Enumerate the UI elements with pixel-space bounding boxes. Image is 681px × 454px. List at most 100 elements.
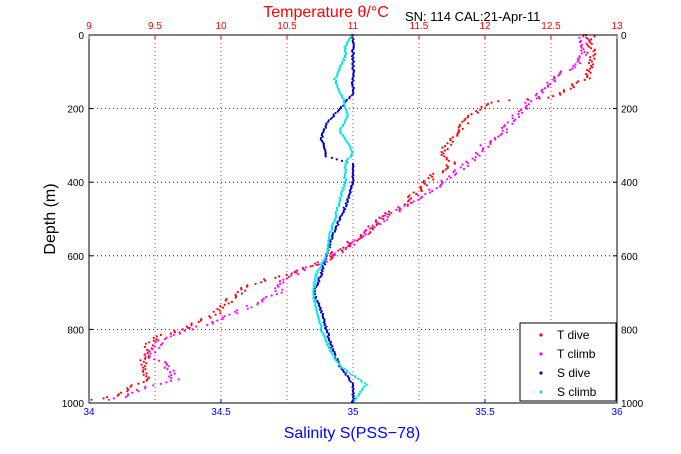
data-point-s-climb <box>343 166 346 170</box>
data-point-s-climb <box>312 300 316 303</box>
data-point-t-climb <box>398 207 401 210</box>
data-point-t-climb <box>386 213 389 216</box>
data-point-s-climb <box>344 44 347 48</box>
data-point-t-dive <box>444 145 447 148</box>
data-point-s-dive <box>347 196 350 199</box>
data-point-t-climb <box>441 182 444 185</box>
data-point-t-climb <box>188 326 191 329</box>
data-point-t-dive <box>285 273 288 276</box>
data-point-s-climb <box>322 260 325 263</box>
data-point-t-climb <box>364 233 367 236</box>
data-point-t-dive <box>484 107 487 110</box>
x-tick-label-top: 9 <box>86 21 92 32</box>
data-point-s-climb <box>354 397 357 400</box>
data-point-s-climb <box>366 383 369 386</box>
data-point-t-dive <box>562 90 566 93</box>
data-point-s-dive <box>341 213 344 216</box>
data-point-t-climb <box>410 201 413 204</box>
data-point-t-dive <box>592 50 595 53</box>
data-point-t-climb <box>518 115 521 118</box>
data-point-t-dive <box>569 87 572 90</box>
data-point-t-dive <box>142 366 145 369</box>
data-point-t-climb <box>362 234 365 237</box>
data-point-t-dive <box>593 48 597 51</box>
data-point-t-dive <box>408 194 411 197</box>
data-point-t-climb <box>223 315 226 318</box>
data-point-t-dive <box>244 289 247 292</box>
data-point-t-dive <box>461 120 464 123</box>
data-point-s-climb <box>313 285 317 288</box>
data-point-t-climb <box>578 41 582 44</box>
data-point-t-dive <box>152 336 155 339</box>
data-point-s-dive <box>321 270 324 273</box>
data-point-t-climb <box>512 119 515 123</box>
data-point-t-climb <box>275 293 278 296</box>
data-point-t-climb <box>169 379 172 382</box>
bottom-axis-title: Salinity S(PSS−78) <box>284 425 421 442</box>
data-point-t-dive <box>450 143 453 146</box>
data-point-s-dive <box>329 117 332 120</box>
y-tick-label-right: 0 <box>621 31 627 42</box>
data-point-t-climb <box>285 277 288 280</box>
data-point-t-climb <box>578 62 582 65</box>
data-point-t-climb <box>158 346 161 349</box>
data-point-t-climb <box>363 231 366 235</box>
data-point-s-climb <box>339 66 342 69</box>
data-point-s-dive <box>352 179 355 182</box>
data-point-t-climb <box>161 342 164 345</box>
data-point-t-climb <box>494 138 497 141</box>
data-point-t-climb <box>501 129 504 132</box>
data-point-t-dive <box>339 248 342 251</box>
data-point-t-climb <box>406 203 409 206</box>
data-point-t-dive <box>440 150 443 154</box>
data-point-t-dive <box>234 296 237 299</box>
data-point-t-climb <box>126 394 129 397</box>
data-point-s-climb <box>345 112 348 115</box>
data-point-t-climb <box>107 398 111 401</box>
data-point-t-climb <box>157 339 160 342</box>
data-point-t-dive <box>508 99 511 102</box>
data-point-t-dive <box>470 113 473 116</box>
data-point-s-dive <box>331 349 334 352</box>
data-point-t-climb <box>172 333 175 336</box>
data-point-t-dive <box>594 53 597 56</box>
data-point-t-dive <box>375 223 378 226</box>
legend: T dive T climb S dive S climb <box>519 322 617 402</box>
data-point-t-climb <box>534 94 537 97</box>
data-point-t-climb <box>173 372 176 375</box>
data-point-t-climb <box>546 85 550 88</box>
data-point-t-climb <box>206 323 209 327</box>
data-point-t-dive <box>174 331 177 334</box>
data-point-s-climb <box>327 346 330 349</box>
data-point-t-dive <box>378 216 381 219</box>
data-point-s-dive <box>325 331 329 334</box>
data-point-s-dive <box>320 311 323 314</box>
data-point-t-climb <box>439 185 442 188</box>
data-point-t-dive <box>408 198 411 201</box>
data-point-t-climb <box>301 267 304 270</box>
data-point-s-climb <box>340 366 343 369</box>
data-point-s-climb <box>363 382 366 385</box>
data-point-t-climb <box>577 59 581 62</box>
data-point-t-climb <box>303 269 306 272</box>
data-point-t-climb <box>163 366 166 369</box>
data-point-t-climb <box>511 114 514 117</box>
data-point-t-climb <box>281 288 284 291</box>
y-tick-label-left: 600 <box>67 252 84 263</box>
data-point-t-climb <box>167 365 170 368</box>
data-point-t-dive <box>586 75 589 79</box>
data-point-s-climb <box>321 331 324 334</box>
y-tick-label-left: 0 <box>78 31 84 42</box>
data-point-t-dive <box>145 379 148 382</box>
data-point-t-dive <box>451 140 454 143</box>
data-point-t-dive <box>429 174 432 177</box>
data-point-t-dive <box>590 38 593 41</box>
data-point-t-dive <box>236 291 239 294</box>
data-point-t-climb <box>527 98 530 101</box>
legend-label-s-dive: S dive <box>557 366 591 380</box>
x-tick-label-top: 13 <box>611 21 623 32</box>
data-point-t-dive <box>316 261 319 264</box>
data-point-t-dive <box>142 381 145 384</box>
data-point-t-dive <box>444 168 447 171</box>
data-point-t-climb <box>153 358 156 361</box>
